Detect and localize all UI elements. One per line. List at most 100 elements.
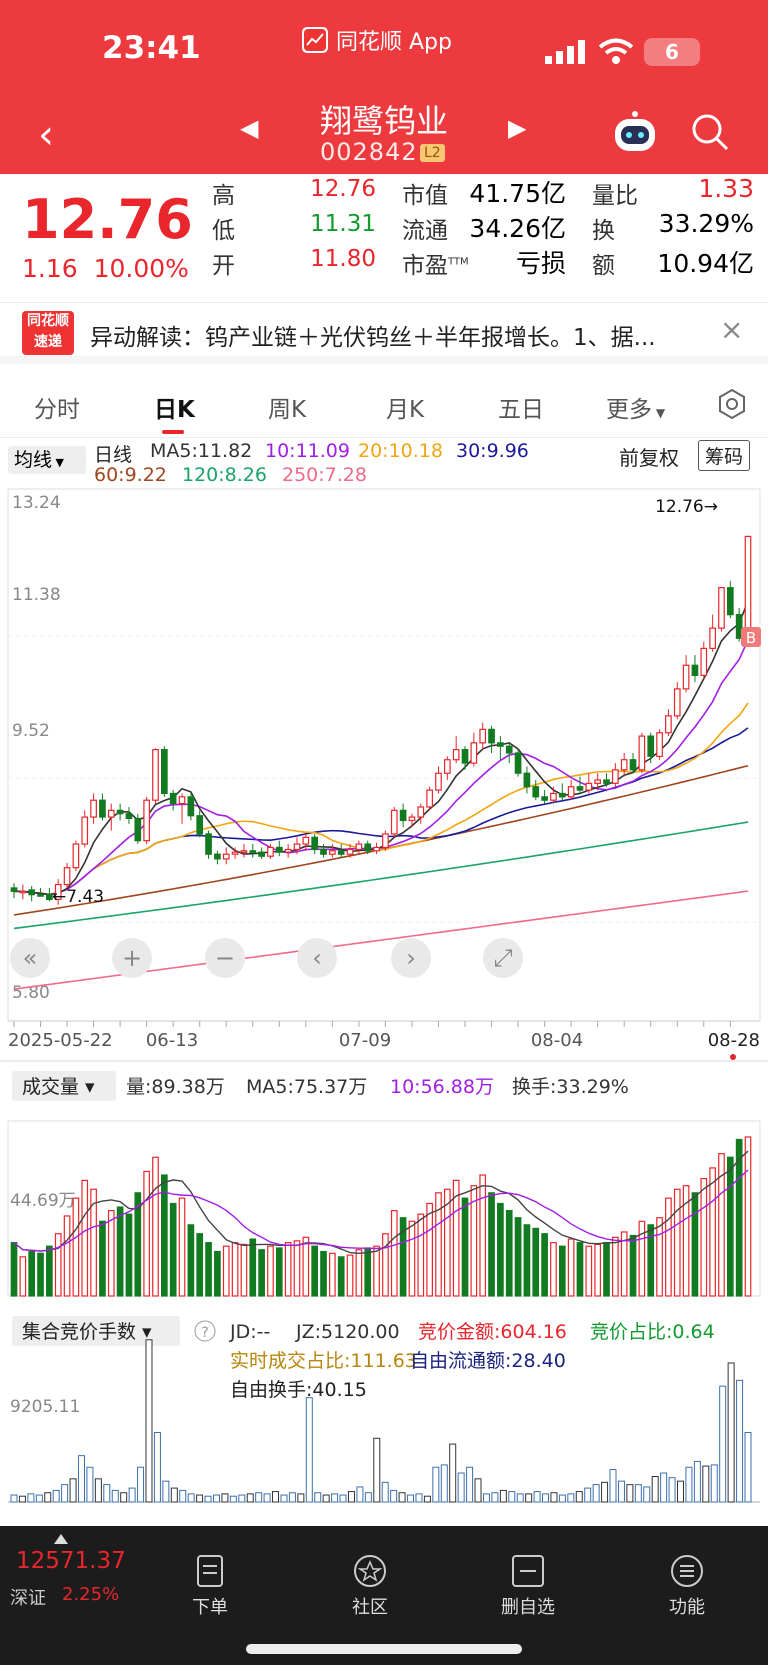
float-value: 34.26亿 (469, 214, 566, 243)
auction-bar (238, 1494, 246, 1503)
auction-bar (660, 1472, 668, 1503)
volume-bar-down (364, 1247, 372, 1297)
scroll-right-icon[interactable] (391, 938, 431, 978)
auction-bar (255, 1492, 263, 1503)
buy-signal-badge (741, 627, 761, 647)
auction-bar (10, 1494, 18, 1503)
tab-intraday[interactable]: 分时 (34, 397, 80, 423)
volume-bar-up (620, 1231, 628, 1297)
tab-weekly[interactable]: 周K (268, 397, 307, 423)
pe-value: 亏损 (515, 249, 566, 278)
volume-bar-up (90, 1188, 97, 1297)
candle-down (187, 796, 195, 817)
community-button[interactable]: 社区 (330, 1554, 410, 1619)
auction-bar (187, 1493, 195, 1503)
chip-button[interactable]: 筹码 (698, 440, 751, 471)
index-up-arrow-icon (54, 1534, 68, 1544)
volume-selector[interactable] (12, 1071, 116, 1101)
auction-bar (246, 1493, 254, 1503)
volume-bar-down (196, 1233, 204, 1297)
x-axis-label: 06-13 (146, 1030, 198, 1051)
volume-ma10: 10:56.88万 (390, 1076, 494, 1098)
volume-bar-down (160, 1174, 168, 1297)
candle-down (691, 664, 699, 676)
volume-bar-up (302, 1236, 310, 1297)
volume-bar-up (373, 1245, 380, 1297)
zoom-out-icon[interactable] (10, 938, 50, 978)
turnover-value: 33.29% (658, 209, 754, 238)
auction-share: 竞价占比:0.64 (590, 1321, 715, 1343)
tab-more[interactable]: 更多 ▼ (606, 397, 666, 423)
auction-bar (457, 1472, 465, 1503)
battery-indicator: 6 (644, 38, 700, 66)
minus-icon[interactable] (205, 938, 245, 978)
zoom-in-icon[interactable] (112, 938, 152, 978)
candle-up (355, 843, 363, 851)
search-icon[interactable] (690, 112, 730, 152)
adjust-mode[interactable]: 前复权 (619, 446, 679, 470)
change-percent: 10.00% (93, 254, 189, 283)
candle-up (390, 809, 398, 835)
auction-bar (162, 1480, 170, 1503)
status-time: 23:41 (102, 30, 201, 66)
candle-up (143, 799, 150, 842)
auction-bar (288, 1492, 296, 1503)
kline-chart[interactable]: 13.24 11.38 9.52 5.80 12.76→ ←7.43 B « + − ‹ › ⤢ 2025… (0, 486, 768, 1526)
auction-bar (381, 1481, 389, 1503)
ma-selector[interactable]: 均线 ▼ (8, 446, 86, 474)
news-text[interactable]: 异动解读：钨产业链＋光伏钨丝＋半年报增长。1、据... (90, 325, 656, 351)
candle-down (249, 850, 257, 853)
tab-monthly[interactable]: 月K (386, 397, 425, 423)
news-logo: 同花顺 速递 (22, 311, 74, 355)
candle-up (107, 809, 115, 818)
close-icon[interactable]: × (720, 313, 744, 346)
tab-five-day[interactable]: 五日 (498, 397, 544, 423)
candle-up (665, 715, 672, 734)
auction-bar (542, 1493, 550, 1503)
auction-bar (677, 1480, 685, 1503)
candle-down (160, 749, 168, 795)
auction-bar (474, 1478, 482, 1503)
volume-bar-up (417, 1213, 425, 1297)
back-icon[interactable]: ‹ (38, 112, 54, 158)
candle-up (452, 749, 460, 761)
robot-assistant-icon[interactable] (612, 110, 658, 154)
ma120-line (13, 821, 749, 930)
candle-down (399, 809, 407, 822)
open-label: 开 (212, 253, 235, 279)
volume-bar-up (72, 1197, 80, 1297)
auction-axis-label: 9205.11 (10, 1397, 80, 1417)
ma20-line (14, 702, 749, 896)
functions-button[interactable]: 功能 (647, 1554, 727, 1619)
high-label: 高 (212, 183, 235, 209)
volume-ma10-line (13, 1169, 749, 1252)
candle-up (550, 792, 557, 801)
candle-up (426, 789, 433, 808)
l2-badge[interactable]: L2 (420, 144, 445, 162)
order-button[interactable]: 下单 (170, 1554, 250, 1619)
tab-daily[interactable]: 日K (154, 397, 195, 423)
remove-watchlist-button[interactable]: 删自选 (488, 1554, 568, 1619)
volume-bar-down (258, 1249, 265, 1297)
index-value[interactable]: 12571.37 (16, 1548, 126, 1574)
auction-jd: JD:-- (229, 1321, 270, 1343)
auction-selector[interactable] (12, 1316, 180, 1346)
bottom-bar: 12571.37 深证 2.25% 下单 社区 删自选 功能 (0, 1526, 768, 1665)
auction-bar (145, 1339, 153, 1503)
app-icon (302, 27, 328, 53)
volume-bar-up (470, 1185, 478, 1297)
fullscreen-icon[interactable] (483, 938, 523, 978)
next-stock-icon[interactable]: ▶ (508, 114, 527, 142)
settings-icon[interactable] (716, 388, 748, 420)
volume-bar-down (125, 1213, 133, 1297)
auction-bar (727, 1362, 735, 1503)
scroll-left-icon[interactable] (297, 938, 337, 978)
prev-stock-icon[interactable]: ◀ (240, 114, 259, 142)
candle-down (629, 759, 637, 771)
x-axis-label: 07-09 (339, 1030, 391, 1051)
volume-bar-up (612, 1236, 619, 1297)
candle-down (726, 587, 734, 616)
auction-bar (128, 1487, 136, 1503)
news-banner[interactable]: 同花顺 速递 异动解读：钨产业链＋光伏钨丝＋半年报增长。1、据... × (0, 302, 768, 364)
auction-bar (179, 1489, 187, 1503)
